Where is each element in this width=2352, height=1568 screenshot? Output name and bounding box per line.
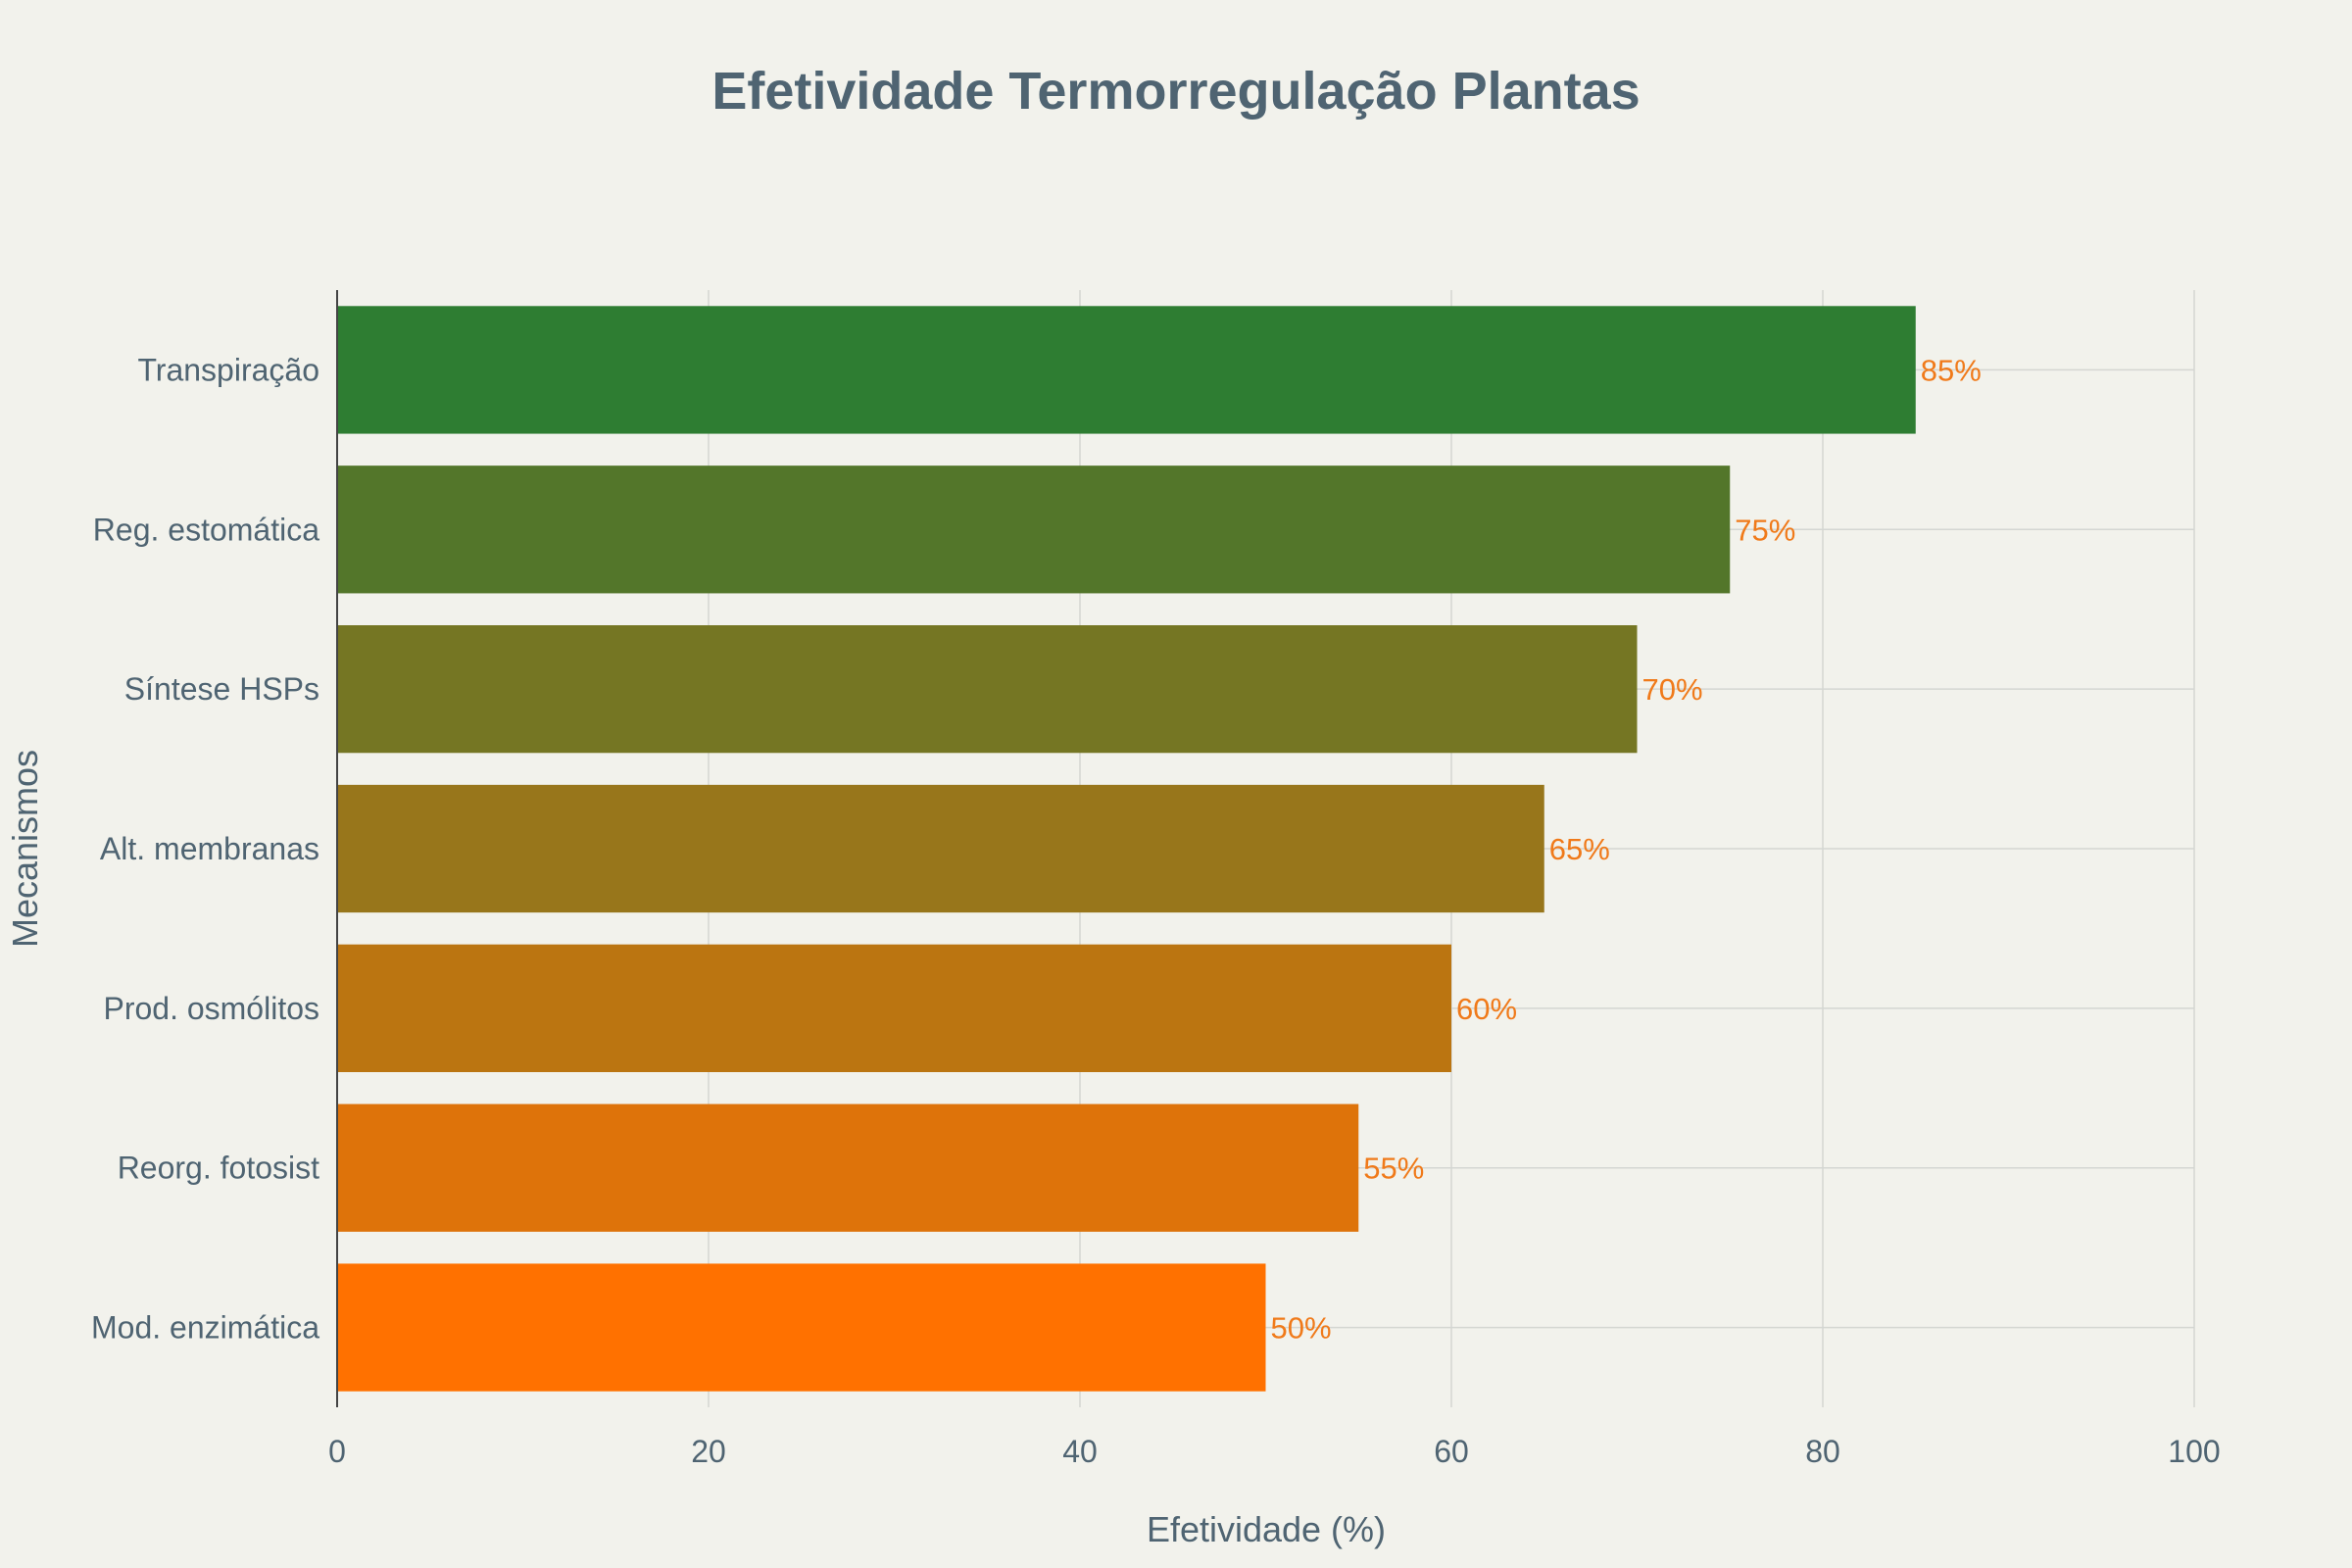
y-tick-label: Síntese HSPs <box>124 671 319 707</box>
data-label: 75% <box>1735 513 1795 547</box>
bars <box>337 306 1916 1392</box>
chart-title: Efetividade Termorregulação Plantas <box>711 62 1641 121</box>
x-tick-label: 100 <box>2168 1434 2220 1469</box>
data-label: 60% <box>1456 992 1517 1026</box>
y-tick-label: Transpiração <box>137 352 319 387</box>
bar <box>337 784 1544 913</box>
data-label: 70% <box>1642 672 1703 707</box>
y-axis-title: Mecanismos <box>5 750 45 948</box>
y-tick-label: Reorg. fotosist <box>118 1151 319 1186</box>
data-label: 55% <box>1363 1152 1424 1186</box>
bar <box>337 944 1451 1072</box>
data-label: 65% <box>1549 832 1610 866</box>
x-tick-label: 80 <box>1805 1434 1840 1469</box>
bar <box>337 306 1916 434</box>
data-label: 85% <box>1921 353 1982 387</box>
y-tick-label: Mod. enzimática <box>91 1310 319 1346</box>
bar <box>337 1263 1266 1392</box>
y-tick-label: Reg. estomática <box>93 512 319 547</box>
x-axis-title: Efetividade (%) <box>1147 1509 1386 1549</box>
data-label: 50% <box>1271 1311 1332 1346</box>
y-tick-label: Alt. membranas <box>100 831 319 866</box>
data-labels: 85% 75% 70% 65% 60% 55% 50% <box>1271 353 1982 1345</box>
x-tick-label: 0 <box>328 1434 346 1469</box>
x-tick-label: 40 <box>1062 1434 1098 1469</box>
bar <box>337 466 1731 594</box>
bar <box>337 625 1638 754</box>
x-tick-label: 20 <box>691 1434 726 1469</box>
y-tick-labels: Transpiração Reg. estomática Síntese HSPs A… <box>91 352 319 1345</box>
y-tick-label: Prod. osmólitos <box>103 991 319 1026</box>
x-tick-labels: 0 20 40 60 80 100 <box>328 1434 2221 1469</box>
x-tick-label: 60 <box>1434 1434 1469 1469</box>
bar <box>337 1103 1359 1232</box>
